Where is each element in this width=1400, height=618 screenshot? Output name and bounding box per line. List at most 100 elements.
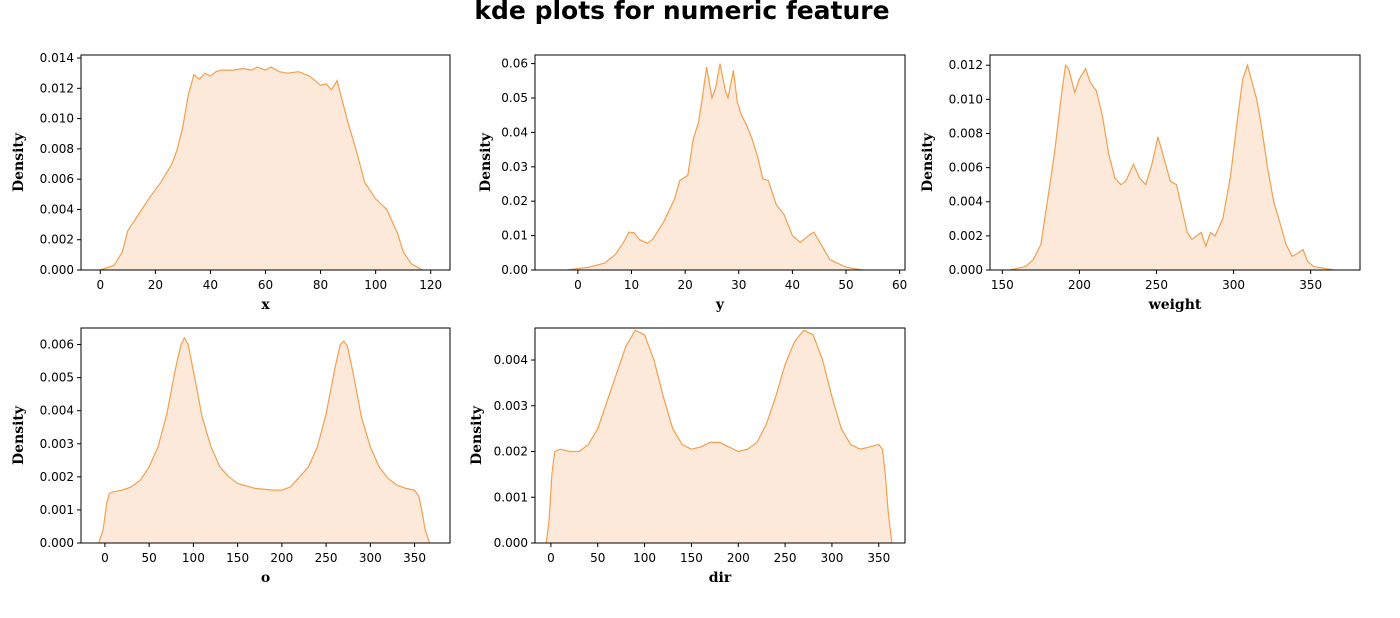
x-tick-label: 300 bbox=[820, 551, 843, 565]
y-tick-label: 0.06 bbox=[501, 57, 528, 71]
y-axis-label: Density bbox=[478, 132, 494, 192]
y-tick-label: 0.005 bbox=[40, 371, 74, 385]
y-tick-label: 0.006 bbox=[949, 161, 983, 175]
x-tick-label: 200 bbox=[270, 551, 293, 565]
y-tick-label: 0.003 bbox=[40, 437, 74, 451]
x-tick-label: 350 bbox=[1299, 278, 1322, 292]
axes-frame bbox=[80, 327, 451, 544]
x-tick-label: 300 bbox=[1222, 278, 1245, 292]
x-axis-label: o bbox=[261, 570, 270, 586]
x-tick-label: 0 bbox=[574, 278, 582, 292]
y-tick-label: 0.05 bbox=[501, 91, 528, 105]
y-axis-label: Density bbox=[469, 405, 485, 465]
y-tick-label: 0.02 bbox=[501, 194, 528, 208]
x-tick-label: 60 bbox=[892, 278, 907, 292]
kde-curve bbox=[98, 336, 431, 543]
y-tick-label: 0.01 bbox=[501, 229, 528, 243]
kde-area-fill bbox=[546, 330, 892, 543]
x-tick-label: 350 bbox=[403, 551, 426, 565]
x-tick-label: 0 bbox=[547, 551, 555, 565]
x-tick-label: 50 bbox=[141, 551, 156, 565]
y-tick-label: 0.008 bbox=[949, 126, 983, 140]
x-tick-label: 20 bbox=[678, 278, 693, 292]
y-tick-label: 0.004 bbox=[494, 353, 528, 367]
subplot-o: 0 50 100 150 200 250 300 350 0.000 0.001 0.002 0.00… bbox=[11, 327, 451, 586]
y-tick-label: 0.04 bbox=[501, 125, 528, 139]
y-tick-label: 0.006 bbox=[40, 172, 74, 186]
y-tick-label: 0.000 bbox=[949, 263, 983, 277]
subplot-weight: 150 200 250 300 350 0.000 0.002 0.004 0.006 0.008… bbox=[920, 54, 1361, 313]
x-axis-label: weight bbox=[1148, 297, 1202, 313]
y-tick-label: 0.004 bbox=[40, 404, 74, 418]
y-tick-label: 0.001 bbox=[40, 503, 74, 517]
x-tick-label: 120 bbox=[419, 278, 442, 292]
y-tick-label: 0.003 bbox=[494, 399, 528, 413]
y-tick-label: 0.03 bbox=[501, 160, 528, 174]
y-tick-label: 0.000 bbox=[40, 263, 74, 277]
kde-curve bbox=[567, 63, 863, 270]
x-tick-label: 250 bbox=[315, 551, 338, 565]
y-tick-label: 0.000 bbox=[40, 536, 74, 550]
y-tick-label: 0.006 bbox=[40, 338, 74, 352]
subplot-y: 0 10 20 30 40 50 60 0.00 0.01 0.02 0.03 0.04 0.05 0.0… bbox=[478, 54, 907, 313]
y-tick-label: 0.002 bbox=[949, 229, 983, 243]
y-tick-label: 0.002 bbox=[40, 470, 74, 484]
x-tick-label: 10 bbox=[624, 278, 639, 292]
y-tick-label: 0.004 bbox=[949, 195, 983, 209]
x-tick-label: 100 bbox=[364, 278, 387, 292]
subplot-x: 0 20 40 60 80 100 120 0.000 0.002 0.004 0.006 0.008… bbox=[11, 51, 451, 313]
y-tick-label: 0.00 bbox=[501, 263, 528, 277]
x-tick-label: 250 bbox=[774, 551, 797, 565]
x-tick-label: 150 bbox=[680, 551, 703, 565]
y-tick-label: 0.012 bbox=[949, 58, 983, 72]
x-tick-label: 200 bbox=[727, 551, 750, 565]
x-tick-label: 50 bbox=[838, 278, 853, 292]
axes-frame bbox=[534, 54, 906, 271]
x-tick-label: 50 bbox=[590, 551, 605, 565]
kde-area-fill bbox=[100, 67, 423, 270]
x-axis-label: y bbox=[715, 297, 725, 313]
x-tick-label: 350 bbox=[867, 551, 890, 565]
x-tick-label: 20 bbox=[148, 278, 163, 292]
kde-curve bbox=[545, 329, 893, 543]
x-tick-label: 0 bbox=[96, 278, 104, 292]
axes-frame bbox=[534, 327, 906, 544]
x-tick-label: 200 bbox=[1068, 278, 1091, 292]
x-tick-label: 60 bbox=[258, 278, 273, 292]
x-axis-label: x bbox=[261, 297, 270, 313]
x-tick-label: 40 bbox=[785, 278, 800, 292]
y-tick-label: 0.002 bbox=[40, 233, 74, 247]
kde-curve bbox=[100, 66, 423, 270]
kde-area-fill bbox=[98, 337, 430, 543]
x-tick-label: 40 bbox=[203, 278, 218, 292]
y-tick-label: 0.014 bbox=[40, 51, 74, 65]
y-tick-label: 0.010 bbox=[40, 112, 74, 126]
kde-curve bbox=[1009, 63, 1334, 270]
x-tick-label: 0 bbox=[101, 551, 109, 565]
axes-frame bbox=[989, 54, 1361, 271]
y-axis-label: Density bbox=[11, 132, 27, 192]
y-tick-label: 0.008 bbox=[40, 142, 74, 156]
x-tick-label: 80 bbox=[313, 278, 328, 292]
y-tick-label: 0.004 bbox=[40, 202, 74, 216]
kde-figure: 0 20 40 60 80 100 1200.0000.0020.0040.0060.008… bbox=[11, 51, 1361, 586]
y-tick-label: 0.000 bbox=[494, 536, 528, 550]
y-axis-label: Density bbox=[11, 405, 27, 465]
y-tick-label: 0.012 bbox=[40, 81, 74, 95]
x-tick-label: 30 bbox=[731, 278, 746, 292]
y-tick-label: 0.002 bbox=[494, 445, 528, 459]
y-tick-label: 0.001 bbox=[494, 490, 528, 504]
kde-area-fill bbox=[567, 63, 863, 270]
y-axis-label: Density bbox=[920, 132, 936, 192]
x-tick-label: 150 bbox=[226, 551, 249, 565]
x-tick-label: 300 bbox=[359, 551, 382, 565]
x-axis-label: dir bbox=[709, 570, 732, 586]
x-tick-label: 150 bbox=[991, 278, 1014, 292]
x-tick-label: 100 bbox=[633, 551, 656, 565]
figure-title: kde plots for numeric feature bbox=[474, 0, 890, 25]
x-tick-label: 100 bbox=[182, 551, 205, 565]
x-tick-label: 250 bbox=[1145, 278, 1168, 292]
y-tick-label: 0.010 bbox=[949, 92, 983, 106]
subplot-dir: 0 50 100 150 200 250 300 350 0.000 0.001 0.002 0.00… bbox=[469, 327, 906, 586]
kde-area-fill bbox=[1010, 65, 1334, 270]
